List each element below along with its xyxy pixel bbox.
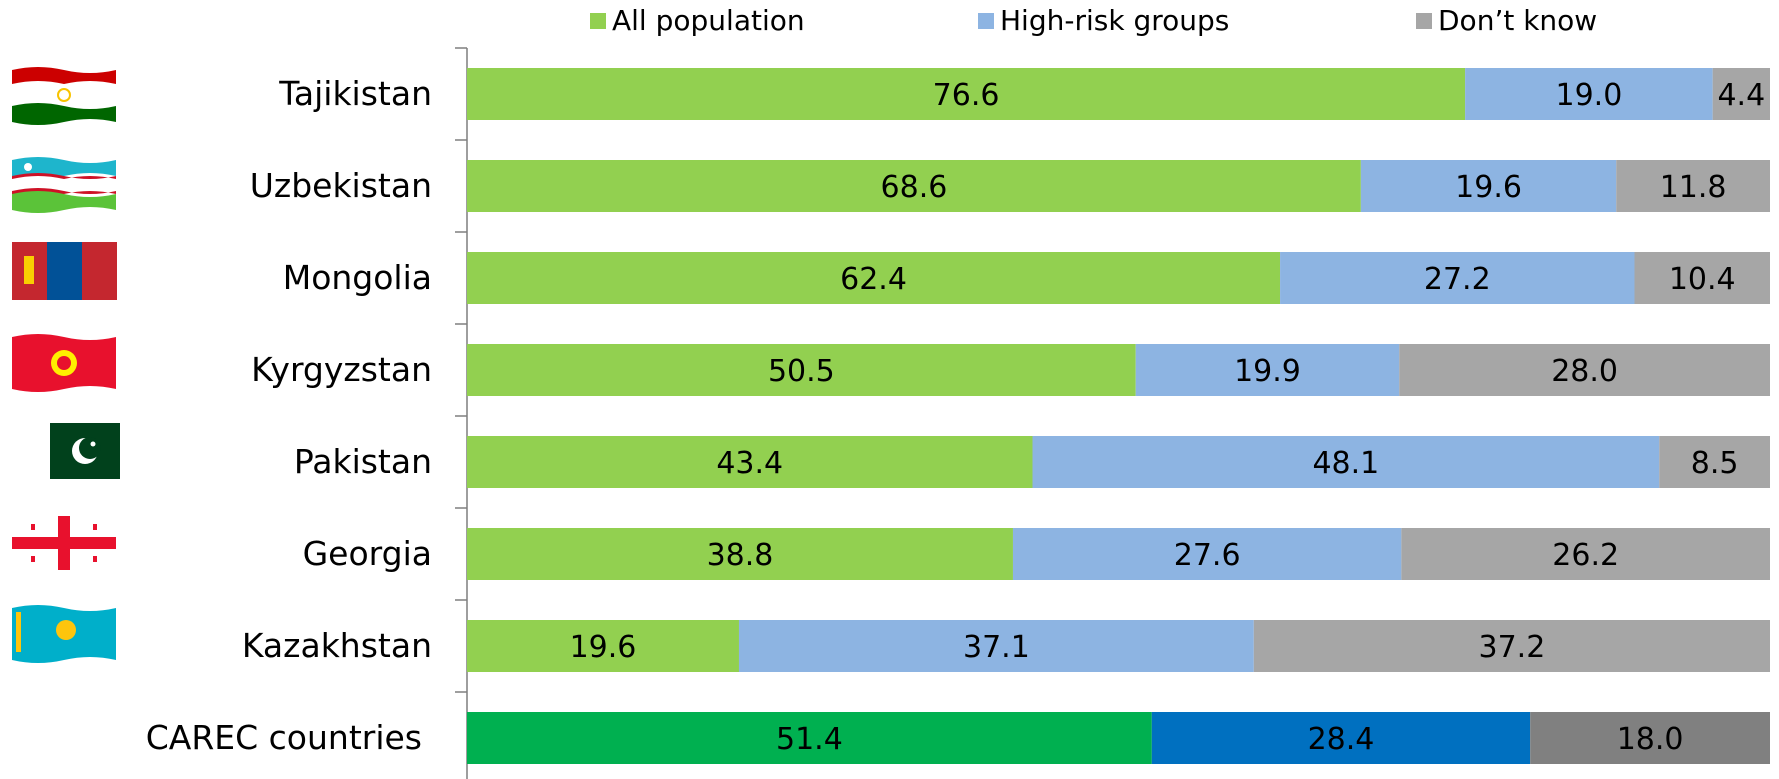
data-label-high-risk-groups-kazakhstan: 37.1 <box>963 630 1030 665</box>
data-label-all-population-kyrgyzstan: 50.5 <box>768 354 835 389</box>
legend-swatch-high-risk-groups <box>978 12 994 29</box>
data-label-high-risk-groups-georgia: 27.6 <box>1174 538 1241 573</box>
data-label-don-t-know-tajikistan: 4.4 <box>1717 78 1765 113</box>
bar-all-population-pakistan <box>467 436 1033 488</box>
bar-don-t-know-uzbekistan <box>1616 160 1770 212</box>
bar-don-t-know-georgia <box>1401 528 1770 580</box>
data-label-high-risk-groups-uzbekistan: 19.6 <box>1455 170 1522 205</box>
data-label-all-population-georgia: 38.8 <box>707 538 774 573</box>
data-label-don-t-know-uzbekistan: 11.8 <box>1660 170 1727 205</box>
data-label-all-population-kazakhstan: 19.6 <box>570 630 637 665</box>
georgia-flag-icon <box>12 516 116 570</box>
legend-item-dont-know: Don’t know <box>1416 4 1597 37</box>
category-label-georgia: Georgia <box>303 534 432 573</box>
bar-high-risk-groups-pakistan <box>1032 436 1660 488</box>
labels-layer: Tajikistan 76.6 19.0 4.4 Uzbekistan 68.6 19.6 1… <box>146 74 1765 757</box>
axis-layer <box>455 47 468 779</box>
legend-label-dont-know: Don’t know <box>1438 4 1598 37</box>
category-label-mongolia: Mongolia <box>283 258 432 297</box>
bar-don-t-know-kyrgyzstan <box>1399 344 1770 396</box>
bar-all-population-kazakhstan <box>467 620 739 672</box>
data-label-don-t-know-kyrgyzstan: 28.0 <box>1551 354 1618 389</box>
data-label-high-risk-groups-mongolia: 27.2 <box>1424 262 1491 297</box>
legend-swatch-dont-know <box>1416 12 1432 29</box>
kyrgyzstan-flag-icon <box>12 334 116 392</box>
data-label-don-t-know-mongolia: 10.4 <box>1669 262 1736 297</box>
bar-don-t-know-mongolia <box>1634 252 1770 304</box>
mongolia-flag-icon <box>12 242 117 300</box>
bars-layer <box>467 68 1770 764</box>
legend-item-high-risk-groups: High-risk groups <box>978 4 1229 37</box>
bar-high-risk-groups-kyrgyzstan <box>1135 344 1400 396</box>
bar-high-risk-groups-carec-countries <box>1151 712 1531 764</box>
bar-high-risk-groups-tajikistan <box>1465 68 1713 120</box>
category-label-kyrgyzstan: Kyrgyzstan <box>251 350 432 389</box>
data-label-all-population-carec-countries: 51.4 <box>776 722 843 757</box>
bar-high-risk-groups-georgia <box>1012 528 1402 580</box>
bar-all-population-mongolia <box>467 252 1281 304</box>
bar-high-risk-groups-uzbekistan <box>1360 160 1617 212</box>
category-label-tajikistan: Tajikistan <box>278 74 432 113</box>
bar-don-t-know-tajikistan <box>1712 68 1770 120</box>
data-label-high-risk-groups-pakistan: 48.1 <box>1312 446 1379 481</box>
data-label-all-population-uzbekistan: 68.6 <box>881 170 948 205</box>
kazakhstan-flag-icon <box>12 605 116 663</box>
bar-all-population-kyrgyzstan <box>467 344 1136 396</box>
category-label-kazakhstan: Kazakhstan <box>242 626 432 665</box>
bar-all-population-tajikistan <box>467 68 1466 120</box>
legend-item-all-population: All population <box>590 4 805 37</box>
category-label-uzbekistan: Uzbekistan <box>250 166 432 205</box>
bar-don-t-know-carec-countries <box>1530 712 1770 764</box>
legend: All population High-risk groups Don’t kn… <box>0 0 1779 44</box>
data-label-high-risk-groups-kyrgyzstan: 19.9 <box>1234 354 1301 389</box>
category-label-pakistan: Pakistan <box>294 442 432 481</box>
data-label-don-t-know-pakistan: 8.5 <box>1691 446 1739 481</box>
data-label-high-risk-groups-tajikistan: 19.0 <box>1555 78 1622 113</box>
pakistan-flag-icon <box>30 423 120 479</box>
bar-don-t-know-kazakhstan <box>1253 620 1770 672</box>
data-label-don-t-know-kazakhstan: 37.2 <box>1478 630 1545 665</box>
uzbekistan-flag-icon <box>12 157 116 213</box>
bar-all-population-uzbekistan <box>467 160 1361 212</box>
data-label-don-t-know-georgia: 26.2 <box>1552 538 1619 573</box>
legend-label-all-population: All population <box>612 4 805 37</box>
data-label-all-population-tajikistan: 76.6 <box>933 78 1000 113</box>
data-label-all-population-mongolia: 62.4 <box>840 262 907 297</box>
legend-swatch-all-population <box>590 12 606 29</box>
category-label-carec-countries: CAREC countries <box>146 718 422 757</box>
flags-layer <box>12 67 120 663</box>
data-label-don-t-know-carec-countries: 18.0 <box>1617 722 1684 757</box>
bar-high-risk-groups-kazakhstan <box>738 620 1254 672</box>
data-label-high-risk-groups-carec-countries: 28.4 <box>1308 722 1375 757</box>
bar-all-population-georgia <box>467 528 1013 580</box>
tajikistan-flag-icon <box>12 67 116 125</box>
bar-high-risk-groups-mongolia <box>1280 252 1635 304</box>
data-label-all-population-pakistan: 43.4 <box>716 446 783 481</box>
bar-don-t-know-pakistan <box>1659 436 1770 488</box>
legend-label-high-risk-groups: High-risk groups <box>1000 4 1230 37</box>
bar-all-population-carec-countries <box>467 712 1152 764</box>
